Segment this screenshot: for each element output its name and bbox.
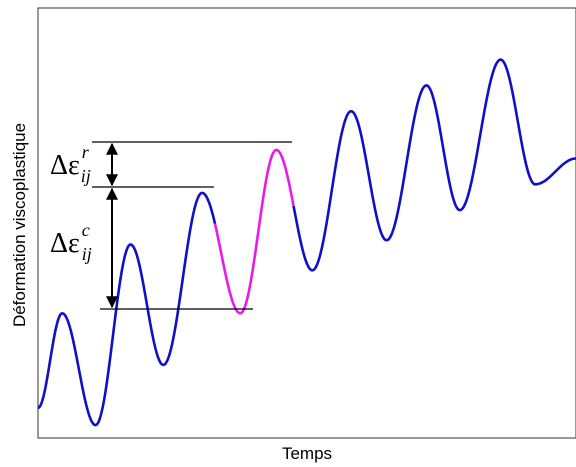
creep-superscript: c [82, 220, 90, 240]
y-axis-label: Déformation viscoplastique [10, 123, 29, 327]
plot-frame [37, 7, 576, 439]
strain-curve [37, 58, 576, 427]
creep-subscript: ij [82, 244, 92, 264]
recovery-label: Δε r ij [50, 142, 91, 186]
recovery-subscript: ij [81, 166, 91, 186]
creep-label: Δε c ij [50, 220, 92, 264]
recovery-symbol: Δε [50, 150, 80, 181]
recovery-superscript: r [82, 142, 90, 162]
highlighted-cycle [213, 148, 295, 315]
creep-symbol: Δε [50, 228, 80, 259]
x-axis-label: Temps [282, 444, 332, 463]
